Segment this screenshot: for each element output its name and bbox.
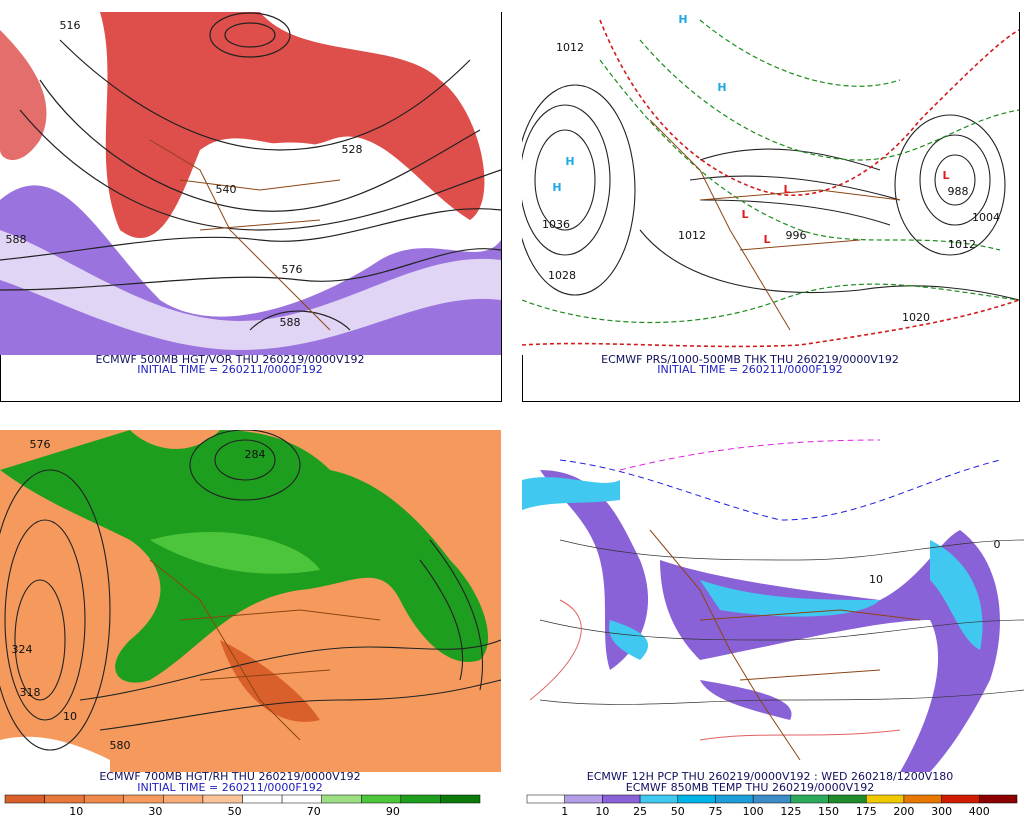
colorbar-segment	[564, 794, 603, 804]
contour-label: 516	[60, 19, 81, 32]
panel-caption: ECMWF 12H PCP THU 260219/0000V192 : WED …	[587, 770, 954, 783]
contour-label: 576	[30, 438, 51, 451]
colorbar-label: 25	[633, 805, 647, 818]
colorbar-label: 150	[818, 805, 839, 818]
pressure-center: H	[565, 155, 574, 168]
panel-caption: ECMWF PRS/1000-500MB THK THU 260219/0000…	[601, 353, 899, 366]
contour-label: 1012	[678, 229, 706, 242]
colorbar-segment	[677, 794, 716, 804]
colorbar-segment	[44, 794, 85, 804]
contour-label: 580	[110, 739, 131, 752]
colorbar-label: 100	[743, 805, 764, 818]
pressure-center: L	[783, 183, 790, 196]
colorbar-label: 175	[856, 805, 877, 818]
panel-subcaption: ECMWF 850MB TEMP THU 260219/0000V192	[626, 781, 874, 794]
colorbar-label: 90	[386, 805, 400, 818]
colorbar-segment	[123, 794, 164, 804]
colorbar-segment	[790, 794, 829, 804]
pressure-center: H	[717, 81, 726, 94]
contour-label: 10	[869, 573, 883, 586]
colorbar-segment	[639, 794, 679, 804]
colorbar-label: 400	[969, 805, 990, 818]
colorbar-segment	[361, 794, 402, 804]
colorbar-segment	[163, 794, 204, 804]
colorbar-segment	[202, 794, 243, 804]
contour-label: 588	[6, 233, 27, 246]
panel-caption: ECMWF 500MB HGT/VOR THU 260219/0000V192	[95, 353, 364, 366]
colorbar-segment	[83, 794, 124, 804]
map-precip	[522, 430, 1024, 772]
colorbar-label: 1	[561, 805, 568, 818]
colorbar-label: 10	[595, 805, 609, 818]
contour-label: 284	[245, 448, 266, 461]
contour-label: 1012	[948, 238, 976, 251]
colorbar-label: 75	[708, 805, 722, 818]
contour-label: 1036	[542, 218, 570, 231]
pressure-center: H	[678, 13, 687, 26]
colorbar-segment	[865, 794, 905, 804]
pressure-center: L	[942, 169, 949, 182]
panel-caption: ECMWF 700MB HGT/RH THU 260219/0000V192	[99, 770, 360, 783]
colorbar-segment	[281, 794, 322, 804]
contour-label: 996	[786, 229, 807, 242]
contour-label: 576	[282, 263, 303, 276]
colorbar-segment	[941, 794, 980, 804]
contour-label: 0	[994, 538, 1001, 551]
pressure-center: L	[763, 233, 770, 246]
colorbar-segment	[903, 794, 942, 804]
colorbar-segment	[440, 794, 481, 804]
colorbar-label: 300	[931, 805, 952, 818]
colorbar-segment	[526, 794, 565, 804]
colorbar-label: 50	[671, 805, 685, 818]
map-700mb	[0, 430, 501, 772]
contour-label: 588	[280, 316, 301, 329]
colorbar-label: 30	[148, 805, 162, 818]
contour-label: 540	[216, 183, 237, 196]
colorbar-label: 50	[228, 805, 242, 818]
colorbar-label: 200	[893, 805, 914, 818]
map-surface	[522, 12, 1019, 355]
contour-label: 1028	[548, 269, 576, 282]
pressure-center: L	[741, 208, 748, 221]
colorbar-segment	[715, 794, 754, 804]
contour-label: 1012	[556, 41, 584, 54]
contour-label: 10	[63, 710, 77, 723]
colorbar-segment	[321, 794, 362, 804]
contour-label: 1004	[972, 211, 1000, 224]
colorbar-segment	[4, 794, 45, 804]
colorbar-segment	[979, 794, 1018, 804]
contour-label: 988	[948, 185, 969, 198]
contour-label: 324	[12, 643, 33, 656]
panel-subcaption: INITIAL TIME = 260211/0000F192	[137, 363, 322, 376]
pressure-center: H	[552, 181, 561, 194]
colorbar-label: 70	[307, 805, 321, 818]
panel-subcaption: INITIAL TIME = 260211/0000F192	[657, 363, 842, 376]
overlay: ECMWF 500MB HGT/VOR THU 260219/0000V192I…	[4, 13, 1018, 818]
panel-subcaption: INITIAL TIME = 260211/0000F192	[137, 781, 322, 794]
colorbar-segment	[752, 794, 792, 804]
map-500mb	[0, 12, 501, 355]
colorbar-segment	[242, 794, 283, 804]
colorbar-label: 125	[780, 805, 801, 818]
colorbar-segment	[400, 794, 441, 804]
contour-label: 318	[20, 686, 41, 699]
contour-label: 528	[342, 143, 363, 156]
colorbar-segment	[828, 794, 867, 804]
contour-label: 1020	[902, 311, 930, 324]
colorbar-segment	[602, 794, 641, 804]
colorbar-label: 10	[69, 805, 83, 818]
